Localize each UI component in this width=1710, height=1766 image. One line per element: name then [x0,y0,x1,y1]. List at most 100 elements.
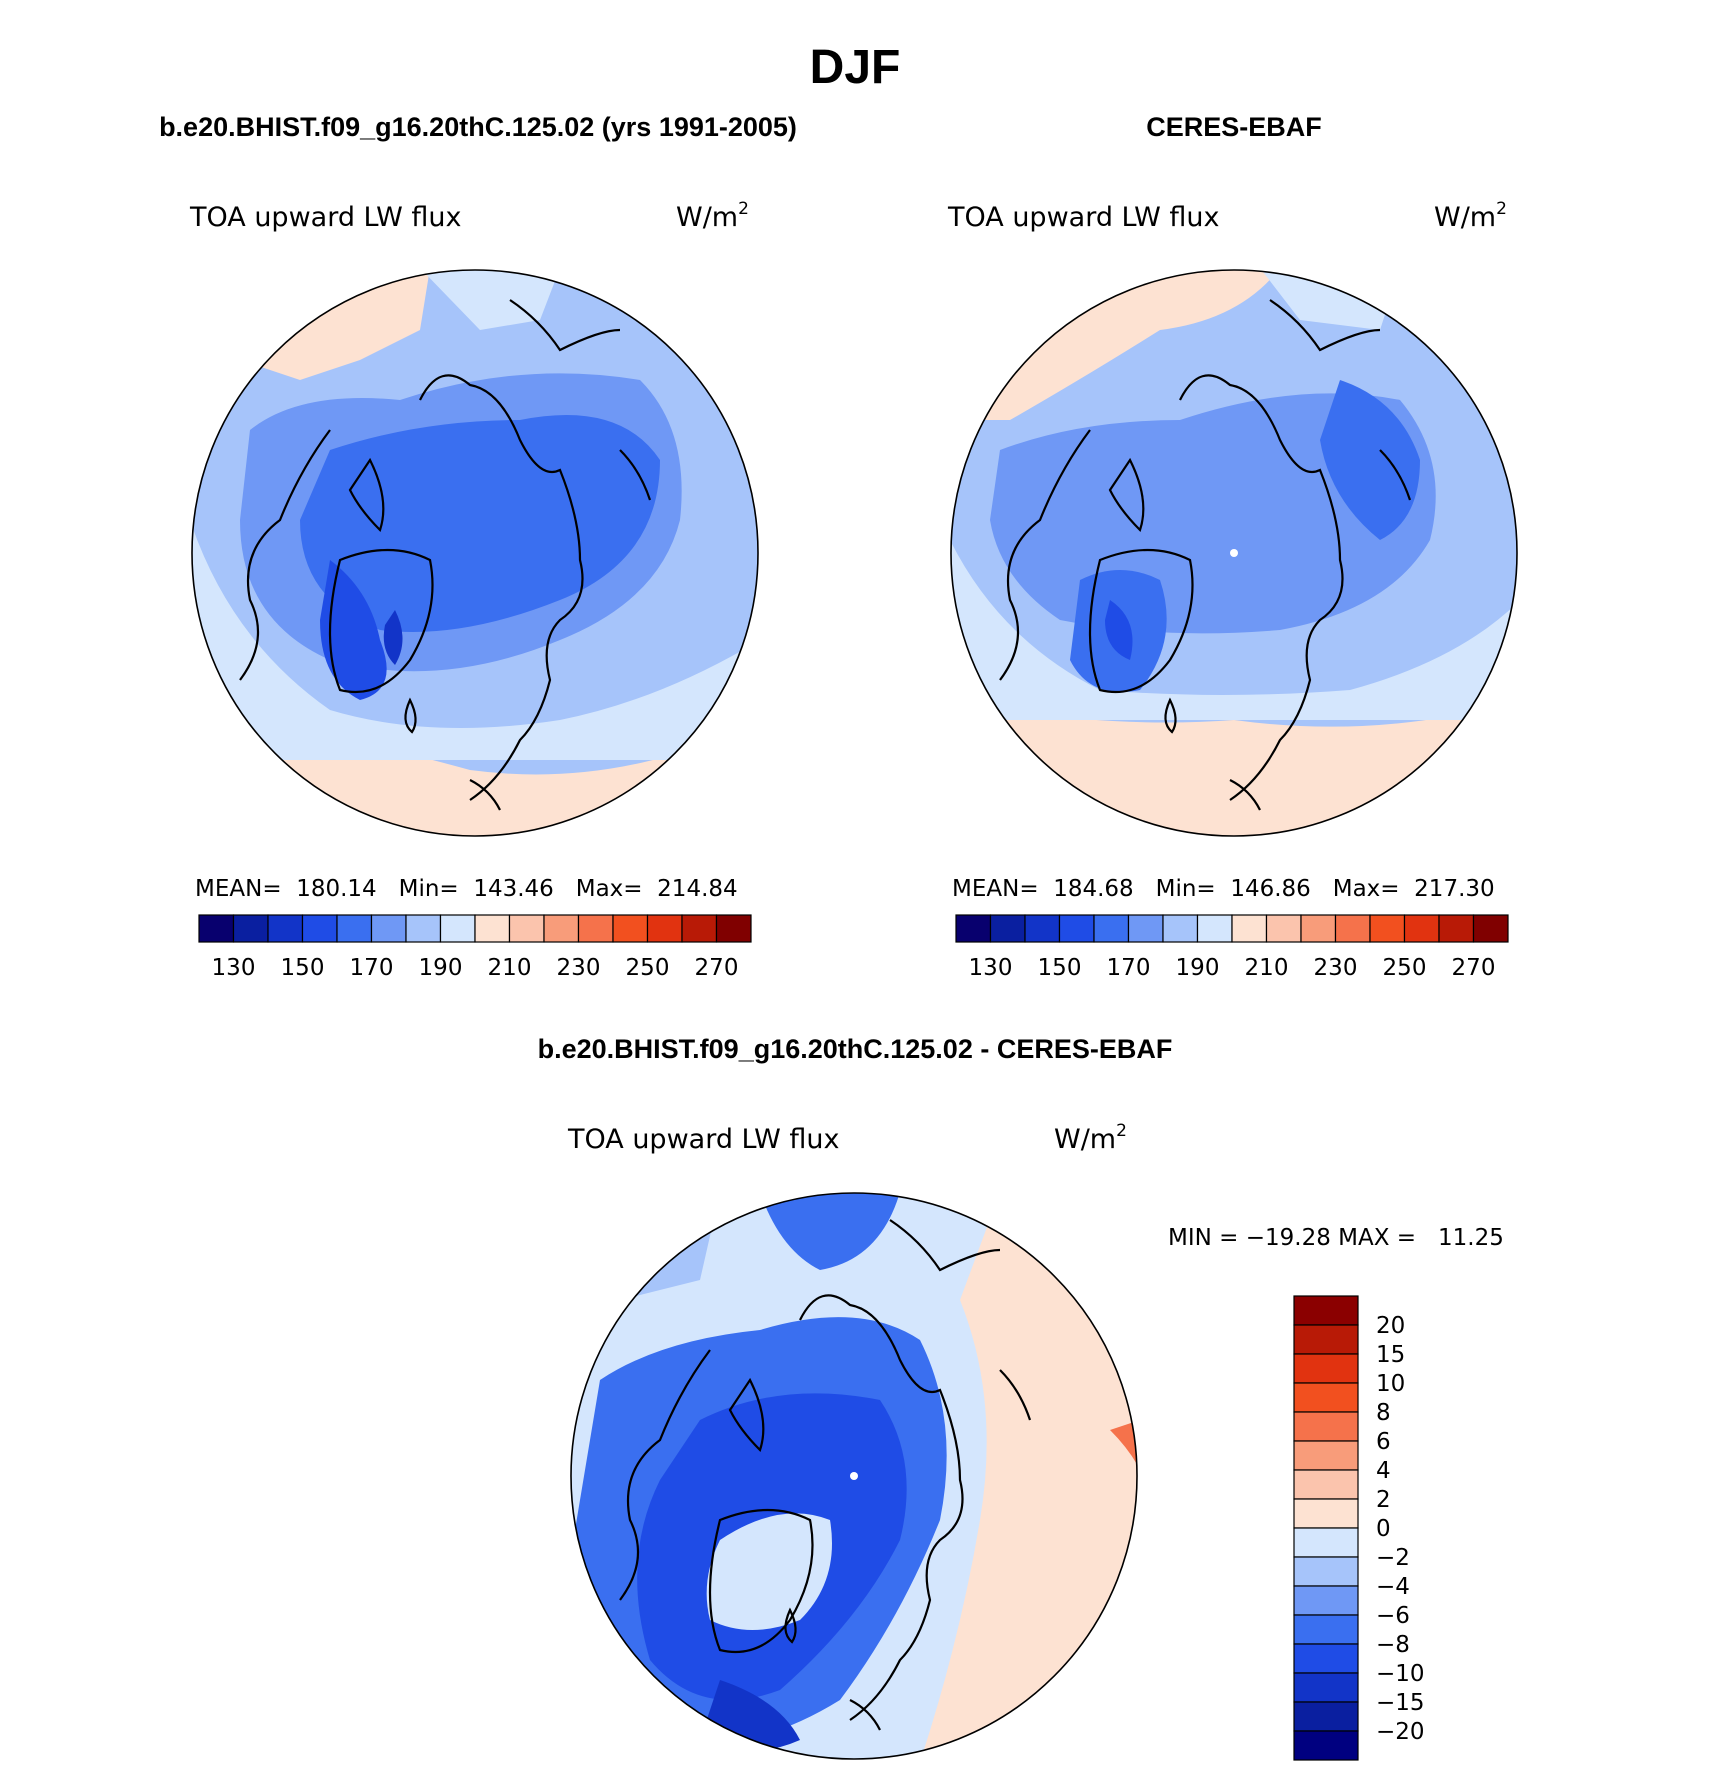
panel-model-units-base: W/m [676,202,738,233]
colorbar-box [1293,1643,1359,1674]
figure-title: DJF [810,41,901,94]
colorbar-box [439,914,476,943]
panel-model: b.e20.BHIST.f09_g16.20thC.125.02 (yrs 19… [159,112,797,981]
colorbar-box [1293,1498,1359,1529]
map-field-light-bering [420,270,560,330]
panel-obs-units-exp: 2 [1496,199,1507,219]
colorbar-tick-label: 150 [281,955,325,981]
map-coastlines [619,1219,1032,1731]
map-field-warm-east [920,1193,1137,1759]
colorbar-box [1293,1411,1359,1442]
colorbar-box [1293,1672,1359,1703]
map-field-greenland-core [1105,600,1133,660]
panel-obs: CERES-EBAF TOA upward LW flux W/m2 [947,112,1518,981]
map-field-cold-siberia [1320,380,1420,540]
panel-obs-units-base: W/m [1434,202,1496,233]
colorbar-tick-label: 170 [1107,955,1151,981]
panel-obs-title: CERES-EBAF [1146,112,1322,142]
colorbar-tick-label: 15 [1376,1342,1405,1368]
colorbar-tick-label: 130 [212,955,256,981]
colorbar-box [1162,914,1199,943]
colorbar-box [370,914,407,943]
colorbar-box [577,914,614,943]
colorbar-box [1369,914,1406,943]
colorbar-tick-label: 270 [1452,955,1496,981]
colorbar-box [1293,1585,1359,1616]
panel-model-colorbar: 130 150 170 190 210 230 250 270 [198,914,752,981]
colorbar-box [1231,914,1268,943]
panel-diff: b.e20.BHIST.f09_g16.20thC.125.02 - CERES… [538,1034,1504,1761]
colorbar-box [1093,914,1130,943]
colorbar-box [232,914,269,943]
colorbar-box [612,914,649,943]
colorbar-tick-label: 270 [695,955,739,981]
panel-diff-stats: MIN = −19.28 MAX = 11.25 [1168,1225,1504,1251]
map-field-greenland [320,560,387,700]
colorbar-box [1438,914,1475,943]
colorbar-box [336,914,373,943]
colorbar-box [1293,1353,1359,1384]
panel-diff-units-exp: 2 [1116,1121,1127,1141]
panel-obs-map-border [950,269,1518,837]
panel-diff-units: W/m2 [1054,1121,1127,1155]
colorbar-box [1300,914,1337,943]
panel-model-title: b.e20.BHIST.f09_g16.20thC.125.02 (yrs 19… [159,112,797,142]
colorbar-box [1265,914,1302,943]
colorbar-box [267,914,304,943]
panel-diff-units-base: W/m [1054,1124,1116,1155]
colorbar-box [1293,1295,1359,1326]
colorbar-box [1127,914,1164,943]
colorbar-tick-label: −4 [1376,1574,1410,1600]
map-field-cold [300,415,660,632]
colorbar-box [715,914,752,943]
colorbar-box [1293,1527,1359,1558]
colorbar-tick-label: 20 [1376,1313,1405,1339]
colorbar-box [955,914,992,943]
colorbar-tick-label: 6 [1376,1429,1391,1455]
colorbar-tick-label: 250 [1383,955,1427,981]
colorbar-box [681,914,718,943]
colorbar-box [646,914,683,943]
colorbar-box [1293,1614,1359,1645]
panel-obs-variable: TOA upward LW flux [947,202,1220,233]
colorbar-tick-label: −20 [1376,1719,1425,1745]
panel-model-variable: TOA upward LW flux [189,202,462,233]
colorbar-box [989,914,1026,943]
colorbar-tick-label: 2 [1376,1487,1391,1513]
pole-marker [1230,549,1238,557]
colorbar-tick-label: 250 [626,955,670,981]
colorbar-tick-label: 190 [419,955,463,981]
panel-model-stats: MEAN= 180.14 Min= 143.46 Max= 214.84 [195,876,738,902]
colorbar-box [1334,914,1371,943]
map-field-greenland-core [383,610,403,665]
colorbar-box [508,914,545,943]
colorbar-box [1472,914,1509,943]
panel-diff-variable: TOA upward LW flux [567,1124,840,1155]
panel-model-map-border [191,269,759,837]
colorbar-box [474,914,511,943]
map-field-hot-spot [1110,1420,1137,1470]
colorbar-tick-label: −8 [1376,1632,1410,1658]
panel-obs-colorbar: 130 150 170 190 210 230 250 270 [955,914,1509,981]
colorbar-tick-label: 130 [969,955,1013,981]
colorbar-tick-label: 190 [1176,955,1220,981]
panel-diff-title: b.e20.BHIST.f09_g16.20thC.125.02 - CERES… [538,1034,1173,1064]
map-field-cold-bering [760,1193,900,1270]
panel-diff-map-border [570,1192,1138,1760]
colorbar-tick-label: 170 [350,955,394,981]
colorbar-tick-label: −6 [1376,1603,1410,1629]
pole-marker [850,1472,858,1480]
panel-obs-units: W/m2 [1434,199,1507,233]
colorbar-tick-label: 210 [488,955,532,981]
colorbar-box [1058,914,1095,943]
panel-obs-stats: MEAN= 184.68 Min= 146.86 Max= 217.30 [952,876,1495,902]
colorbar-tick-label: −2 [1376,1545,1410,1571]
panel-diff-map [571,1193,1137,1759]
colorbar-tick-label: 150 [1038,955,1082,981]
colorbar-box [1293,1324,1359,1355]
colorbar-tick-label: −10 [1376,1661,1425,1687]
colorbar-box [301,914,338,943]
map-coastlines [239,299,652,811]
colorbar-box [1293,1469,1359,1500]
